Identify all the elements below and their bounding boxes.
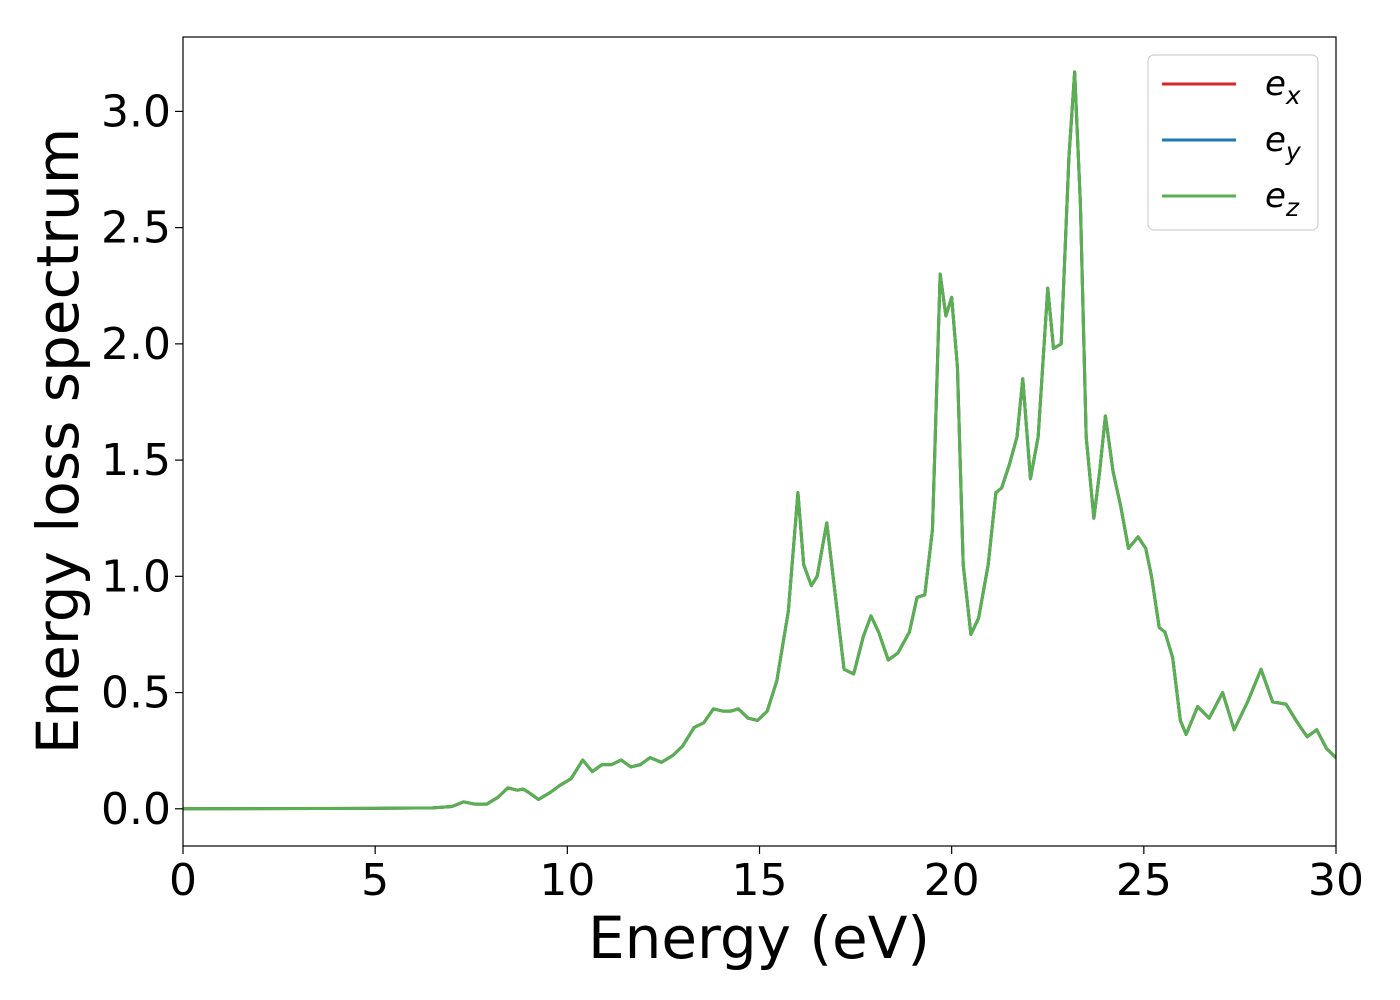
y-tick-label: 1.0	[101, 551, 171, 602]
y-tick-label: 1.5	[101, 435, 171, 486]
y-tick-label: 3.0	[101, 86, 171, 137]
legend-label-x: ex	[1265, 64, 1301, 110]
x-tick-label: 5	[361, 855, 389, 906]
x-tick-label: 10	[539, 855, 595, 906]
series-line-e-z	[183, 70, 1336, 811]
y-axis-ticks: 0.0 0.5 1.0 1.5 2.0 2.5 3.0	[101, 86, 183, 835]
y-tick-label: 2.0	[101, 319, 171, 370]
y-tick-label: 0.5	[101, 668, 171, 719]
x-tick-label: 0	[169, 855, 197, 906]
legend-label-z: ez	[1265, 176, 1300, 222]
legend-box	[1147, 54, 1319, 231]
x-tick-label: 15	[732, 855, 788, 906]
y-tick-label: 0.0	[101, 784, 171, 835]
x-tick-label: 30	[1308, 855, 1364, 906]
x-tick-label: 25	[1116, 855, 1172, 906]
x-axis-ticks: 0 5 10 15 20 25 30	[169, 846, 1364, 906]
x-tick-label: 20	[924, 855, 980, 906]
y-tick-label: 2.5	[101, 203, 171, 254]
legend: ex ey ez	[1147, 54, 1319, 231]
y-axis-label: Energy loss spectrum	[24, 128, 92, 754]
x-axis-label: Energy (eV)	[588, 904, 930, 972]
legend-label-y: ey	[1265, 120, 1302, 166]
